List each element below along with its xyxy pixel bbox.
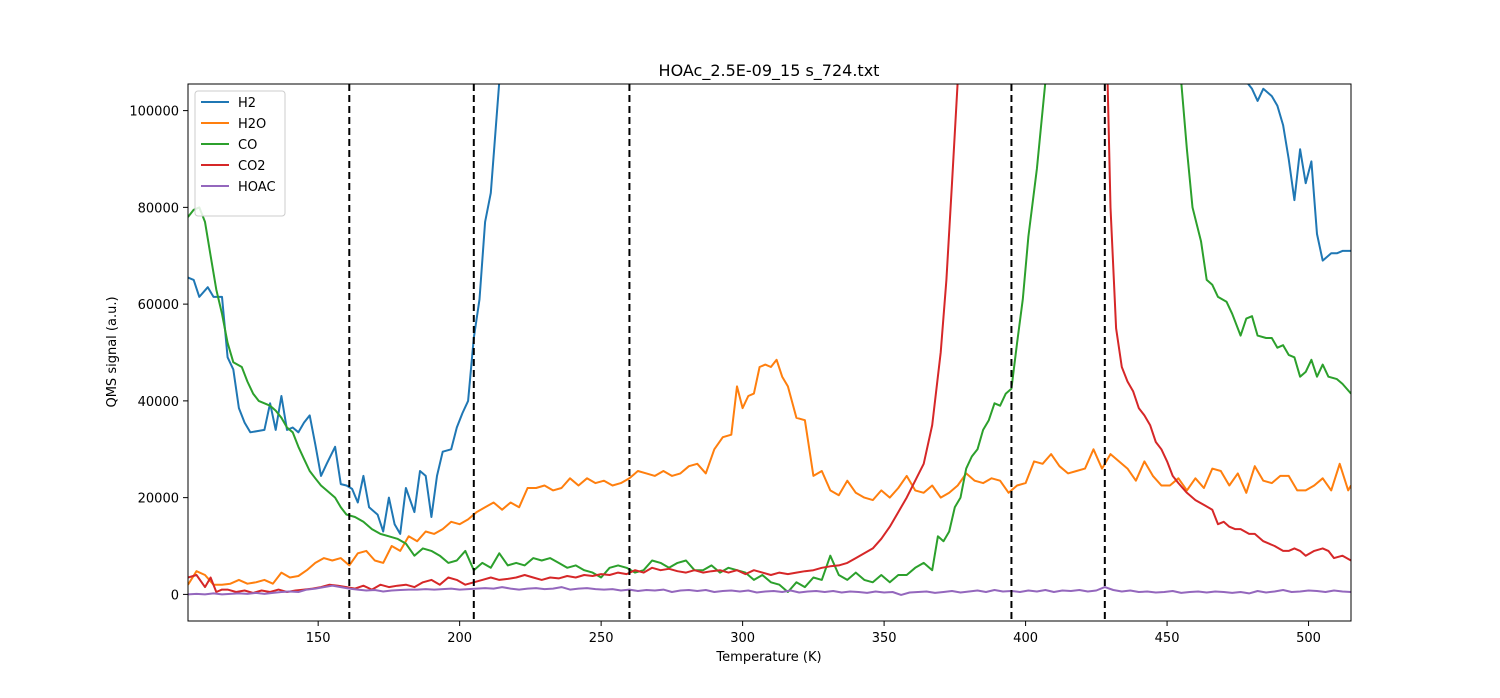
x-tick-label: 400 bbox=[1013, 631, 1038, 646]
x-tick-label: 500 bbox=[1296, 631, 1321, 646]
series-line-h2o bbox=[188, 358, 1351, 586]
legend-label: H2O bbox=[238, 117, 266, 132]
y-tick-label: 100000 bbox=[129, 105, 179, 120]
data-series bbox=[188, 84, 1351, 596]
x-tick-label: 450 bbox=[1155, 631, 1180, 646]
x-tick-label: 300 bbox=[730, 631, 755, 646]
series-line-h2 bbox=[188, 84, 1351, 535]
series-line-co bbox=[188, 84, 1351, 593]
y-tick-label: 60000 bbox=[138, 298, 179, 313]
y-axis-ticks: 0 20000 40000 60000 80000 100000 bbox=[129, 105, 188, 603]
plot-frame bbox=[187, 83, 1352, 622]
x-tick-label: 200 bbox=[447, 631, 472, 646]
legend-label: HOAC bbox=[238, 180, 276, 195]
chart-title: HOAc_2.5E-09_15 s_724.txt bbox=[659, 61, 880, 81]
y-tick-label: 40000 bbox=[138, 395, 179, 410]
legend-label: CO bbox=[238, 138, 257, 153]
x-axis-label: Temperature (K) bbox=[715, 650, 821, 665]
x-tick-label: 150 bbox=[306, 631, 331, 646]
legend: H2 H2O CO CO2 HOAC bbox=[194, 90, 286, 217]
series-line-hoac bbox=[188, 584, 1351, 596]
y-axis-label: QMS signal (a.u.) bbox=[105, 296, 120, 407]
legend-label: H2 bbox=[238, 96, 256, 111]
y-tick-label: 20000 bbox=[138, 492, 179, 507]
x-tick-label: 350 bbox=[872, 631, 897, 646]
y-tick-label: 80000 bbox=[138, 201, 179, 216]
y-tick-label: 0 bbox=[171, 588, 179, 603]
x-tick-label: 250 bbox=[589, 631, 614, 646]
x-axis-ticks: 150 200 250 300 350 400 450 500 bbox=[306, 621, 1321, 646]
legend-label: CO2 bbox=[238, 159, 266, 174]
series-line-co2 bbox=[188, 84, 1351, 594]
marker-lines bbox=[348, 84, 1106, 621]
